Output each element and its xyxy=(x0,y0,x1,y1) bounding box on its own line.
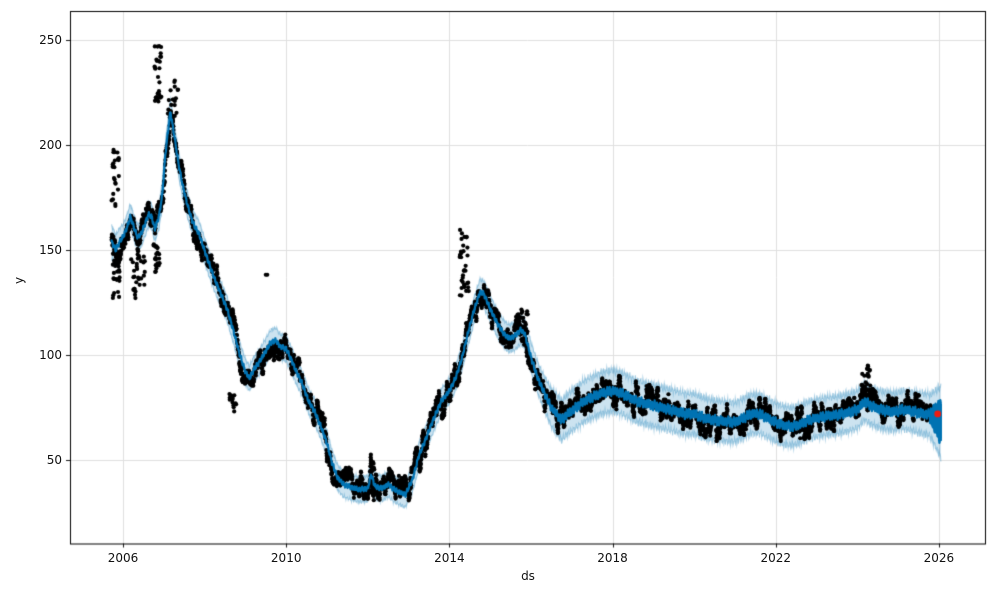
y-axis-label: y xyxy=(12,276,26,284)
x-tick-label-2014: 2014 xyxy=(434,550,465,565)
x-tick-label-2022: 2022 xyxy=(760,550,791,565)
x-tick-label-2018: 2018 xyxy=(597,550,628,565)
x-tick-label-2006: 2006 xyxy=(107,550,139,565)
y-tick-label-150: 150 xyxy=(39,243,62,258)
x-tick-label-2026: 2026 xyxy=(923,550,955,565)
y-tick-label-250: 250 xyxy=(39,32,62,47)
x-tick-label-2010: 2010 xyxy=(270,550,302,565)
y-tick-label-50: 50 xyxy=(46,453,62,468)
y-tick-label-100: 100 xyxy=(39,348,62,363)
y-tick-label-200: 200 xyxy=(39,138,62,153)
x-axis-label: ds xyxy=(521,569,535,583)
